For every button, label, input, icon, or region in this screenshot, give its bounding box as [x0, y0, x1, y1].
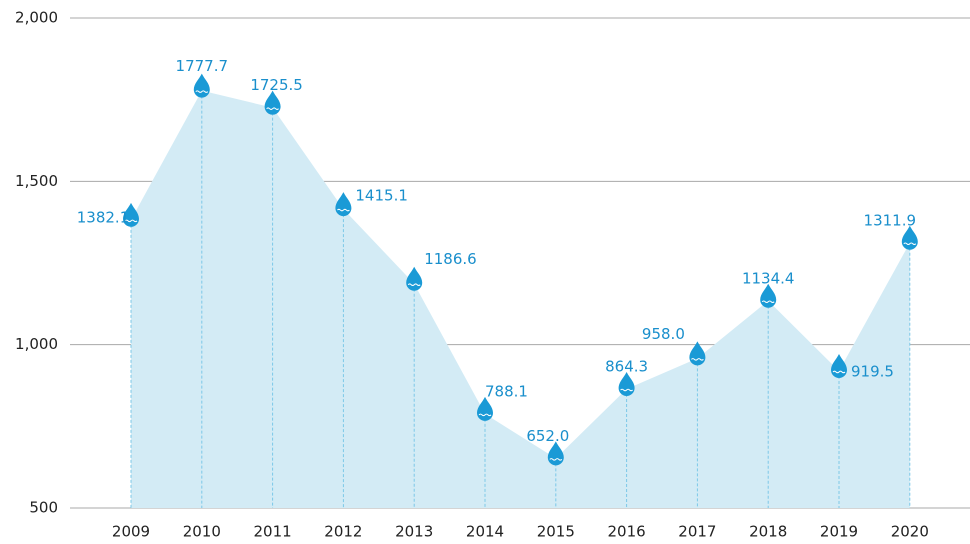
area	[131, 90, 910, 509]
value-label: 864.3	[605, 357, 648, 375]
droplet-marker	[547, 441, 564, 466]
droplet-marker	[901, 225, 918, 250]
droplet-marker	[477, 396, 493, 421]
x-tick-label: 2009	[112, 523, 150, 541]
droplet-wave	[266, 107, 279, 110]
droplet-wave	[407, 283, 421, 286]
value-label: 919.5	[851, 362, 894, 380]
y-tick-label: 2,000	[15, 9, 58, 27]
y-tick-label: 500	[29, 499, 58, 517]
x-tick-label: 2015	[537, 523, 575, 541]
droplet-wave	[124, 219, 138, 223]
droplet-wave	[195, 90, 209, 93]
droplet-marker	[264, 90, 281, 115]
droplet-wave	[903, 242, 917, 246]
droplet-wave	[549, 458, 563, 461]
value-label: 958.0	[642, 325, 685, 343]
value-label: 1134.4	[742, 269, 795, 287]
x-tick-label: 2017	[678, 523, 716, 541]
droplet-marker	[335, 192, 352, 217]
droplet-wave	[337, 208, 350, 212]
x-tick-label: 2016	[608, 523, 646, 541]
x-tick-label: 2010	[183, 523, 221, 541]
droplet-wave	[832, 370, 846, 374]
x-tick-label: 2019	[820, 523, 858, 541]
value-label: 1186.6	[424, 250, 477, 268]
y-tick-label: 1,500	[15, 172, 58, 190]
value-label: 652.0	[526, 427, 569, 445]
value-label: 1725.5	[250, 76, 303, 94]
droplet-wave	[620, 388, 633, 392]
droplet-marker	[618, 371, 635, 396]
droplet-wave	[691, 358, 704, 361]
droplet-marker	[831, 353, 847, 378]
droplet-marker	[193, 73, 210, 98]
x-tick-label: 2013	[395, 523, 433, 541]
value-label: 1382.1	[77, 208, 130, 226]
droplet-marker	[689, 341, 706, 366]
droplet-marker	[123, 202, 139, 227]
x-tick-label: 2020	[891, 523, 929, 541]
droplet-marker	[760, 283, 777, 308]
value-label: 1415.1	[355, 187, 408, 205]
x-tick-label: 2018	[749, 523, 787, 541]
value-label: 788.1	[485, 382, 528, 400]
droplet-wave	[478, 413, 492, 417]
value-label: 1777.7	[176, 57, 229, 75]
y-tick-label: 1,000	[15, 335, 58, 353]
droplet-marker	[406, 266, 423, 291]
droplet-wave	[761, 300, 775, 304]
value-label: 1311.9	[864, 211, 917, 229]
x-tick-label: 2012	[324, 523, 362, 541]
x-tick-label: 2014	[466, 523, 504, 541]
x-tick-label: 2011	[254, 523, 292, 541]
